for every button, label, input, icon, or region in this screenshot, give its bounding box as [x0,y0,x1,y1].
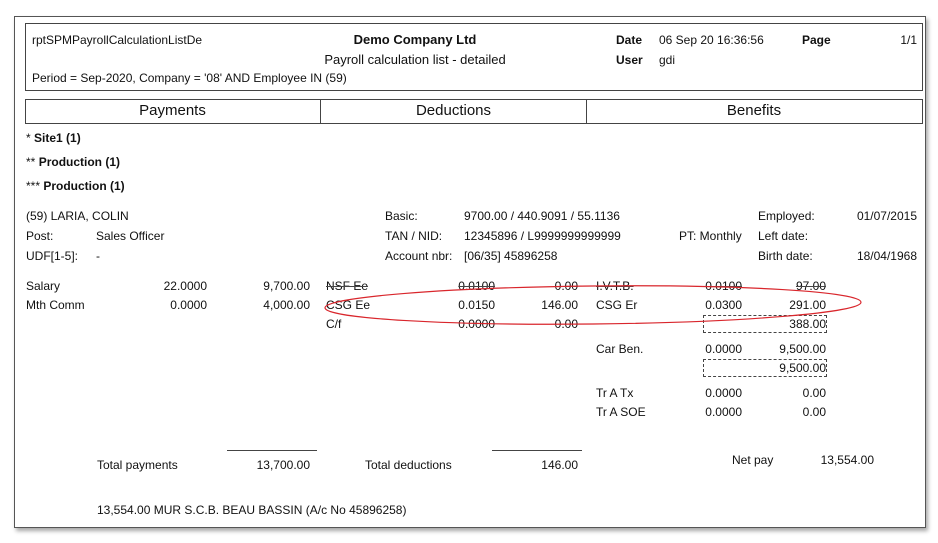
benefit-subtotal: 9,500.00 [779,361,826,375]
deduction-rate: 0.0150 [458,298,495,312]
page-value: 1/1 [900,33,917,47]
benefit-name: Tr A Tx [596,386,634,400]
net-pay-value: 13,554.00 [820,453,874,467]
tan-value: 12345896 / L9999999999999 [464,229,621,243]
payments-total-rule [227,450,317,451]
benefit-amount: 9,500.00 [779,342,826,356]
basic-value: 9700.00 / 440.9091 / 55.1136 [464,209,620,223]
deduction-name: NSF Ee [326,279,369,293]
payment-rate: 22.0000 [163,279,207,293]
date-value: 06 Sep 20 16:36:56 [659,33,764,47]
deductions-header: Deductions [415,102,492,119]
report-page: rptSPMPayrollCalculationListDe Demo Comp… [14,16,926,528]
employee-name: (59) LARIA, COLIN [26,209,129,223]
column-divider [320,99,321,123]
payment-name: Salary [26,279,61,293]
column-divider [586,99,587,123]
basic-label: Basic: [385,209,418,223]
group-production-1: ** Production (1) [26,155,121,169]
payment-name: Mth Comm [26,298,85,312]
benefit-rate: 0.0000 [705,386,742,400]
employed-label: Employed: [758,209,815,223]
total-deductions-value: 146.00 [541,458,578,472]
payment-amount: 4,000.00 [263,298,310,312]
birth-date-label: Birth date: [758,249,813,263]
report-subtitle: Payroll calculation list - detailed [324,52,506,67]
account-value: [06/35] 45896258 [464,249,558,263]
benefit-rate: 0.0300 [705,298,742,312]
benefit-amount: 291.00 [789,298,826,312]
payments-header: Payments [139,102,206,119]
left-date-label: Left date: [758,229,809,243]
employed-value: 01/07/2015 [856,209,917,223]
benefit-name: Tr A SOE [596,405,646,419]
net-pay-label: Net pay [732,453,774,467]
benefit-amount: 97.00 [795,279,826,293]
benefits-header: Benefits [726,102,782,119]
deduction-name: CSG Ee [326,298,371,312]
benefit-subtotal: 388.00 [789,317,826,331]
benefit-amount: 0.00 [802,405,826,419]
post-label: Post: [26,229,54,243]
deduction-amount: 146.00 [541,298,578,312]
group-site: * Site1 (1) [26,131,81,145]
udf-value: - [96,249,100,263]
benefit-name: I.V.T.B. [596,279,634,293]
payment-amount: 9,700.00 [263,279,310,293]
report-header-box [25,23,923,91]
payment-rate: 0.0000 [170,298,207,312]
deduction-amount: 0.00 [554,279,578,293]
post-value: Sales Officer [96,229,165,243]
group-production-2: *** Production (1) [26,179,125,193]
total-deductions-label: Total deductions [365,458,452,472]
date-label: Date [616,33,643,47]
benefit-rate: 0.0000 [705,405,742,419]
bank-payment-line: 13,554.00 MUR S.C.B. BEAU BASSIN (A/c No… [97,503,407,517]
page-label: Page [802,33,831,47]
total-payments-label: Total payments [97,458,178,472]
benefit-subtotal-box [703,359,827,377]
benefit-rate: 0.0100 [705,279,742,293]
tan-label: TAN / NID: [385,229,443,243]
deduction-amount: 0.00 [554,317,578,331]
company-name: Demo Company Ltd [353,32,477,47]
benefit-name: CSG Er [596,298,638,312]
deduction-name: C/f [326,317,342,331]
birth-date-value: 18/04/1968 [856,249,917,263]
benefit-amount: 0.00 [802,386,826,400]
udf-label: UDF[1-5]: [26,249,79,263]
benefit-rate: 0.0000 [705,342,742,356]
deduction-rate: 0.0100 [458,279,495,293]
benefit-name: Car Ben. [596,342,644,356]
column-header-box [25,99,923,124]
pt-value: PT: Monthly [679,229,742,243]
account-label: Account nbr: [385,249,453,263]
annotation-ellipse [324,285,862,325]
user-value: gdi [659,53,676,67]
report-id: rptSPMPayrollCalculationListDe [32,33,203,47]
deduction-rate: 0.0000 [458,317,495,331]
deductions-total-rule [492,450,582,451]
total-payments-value: 13,700.00 [256,458,310,472]
user-label: User [616,53,643,67]
report-filter: Period = Sep-2020, Company = '08' AND Em… [32,71,347,85]
